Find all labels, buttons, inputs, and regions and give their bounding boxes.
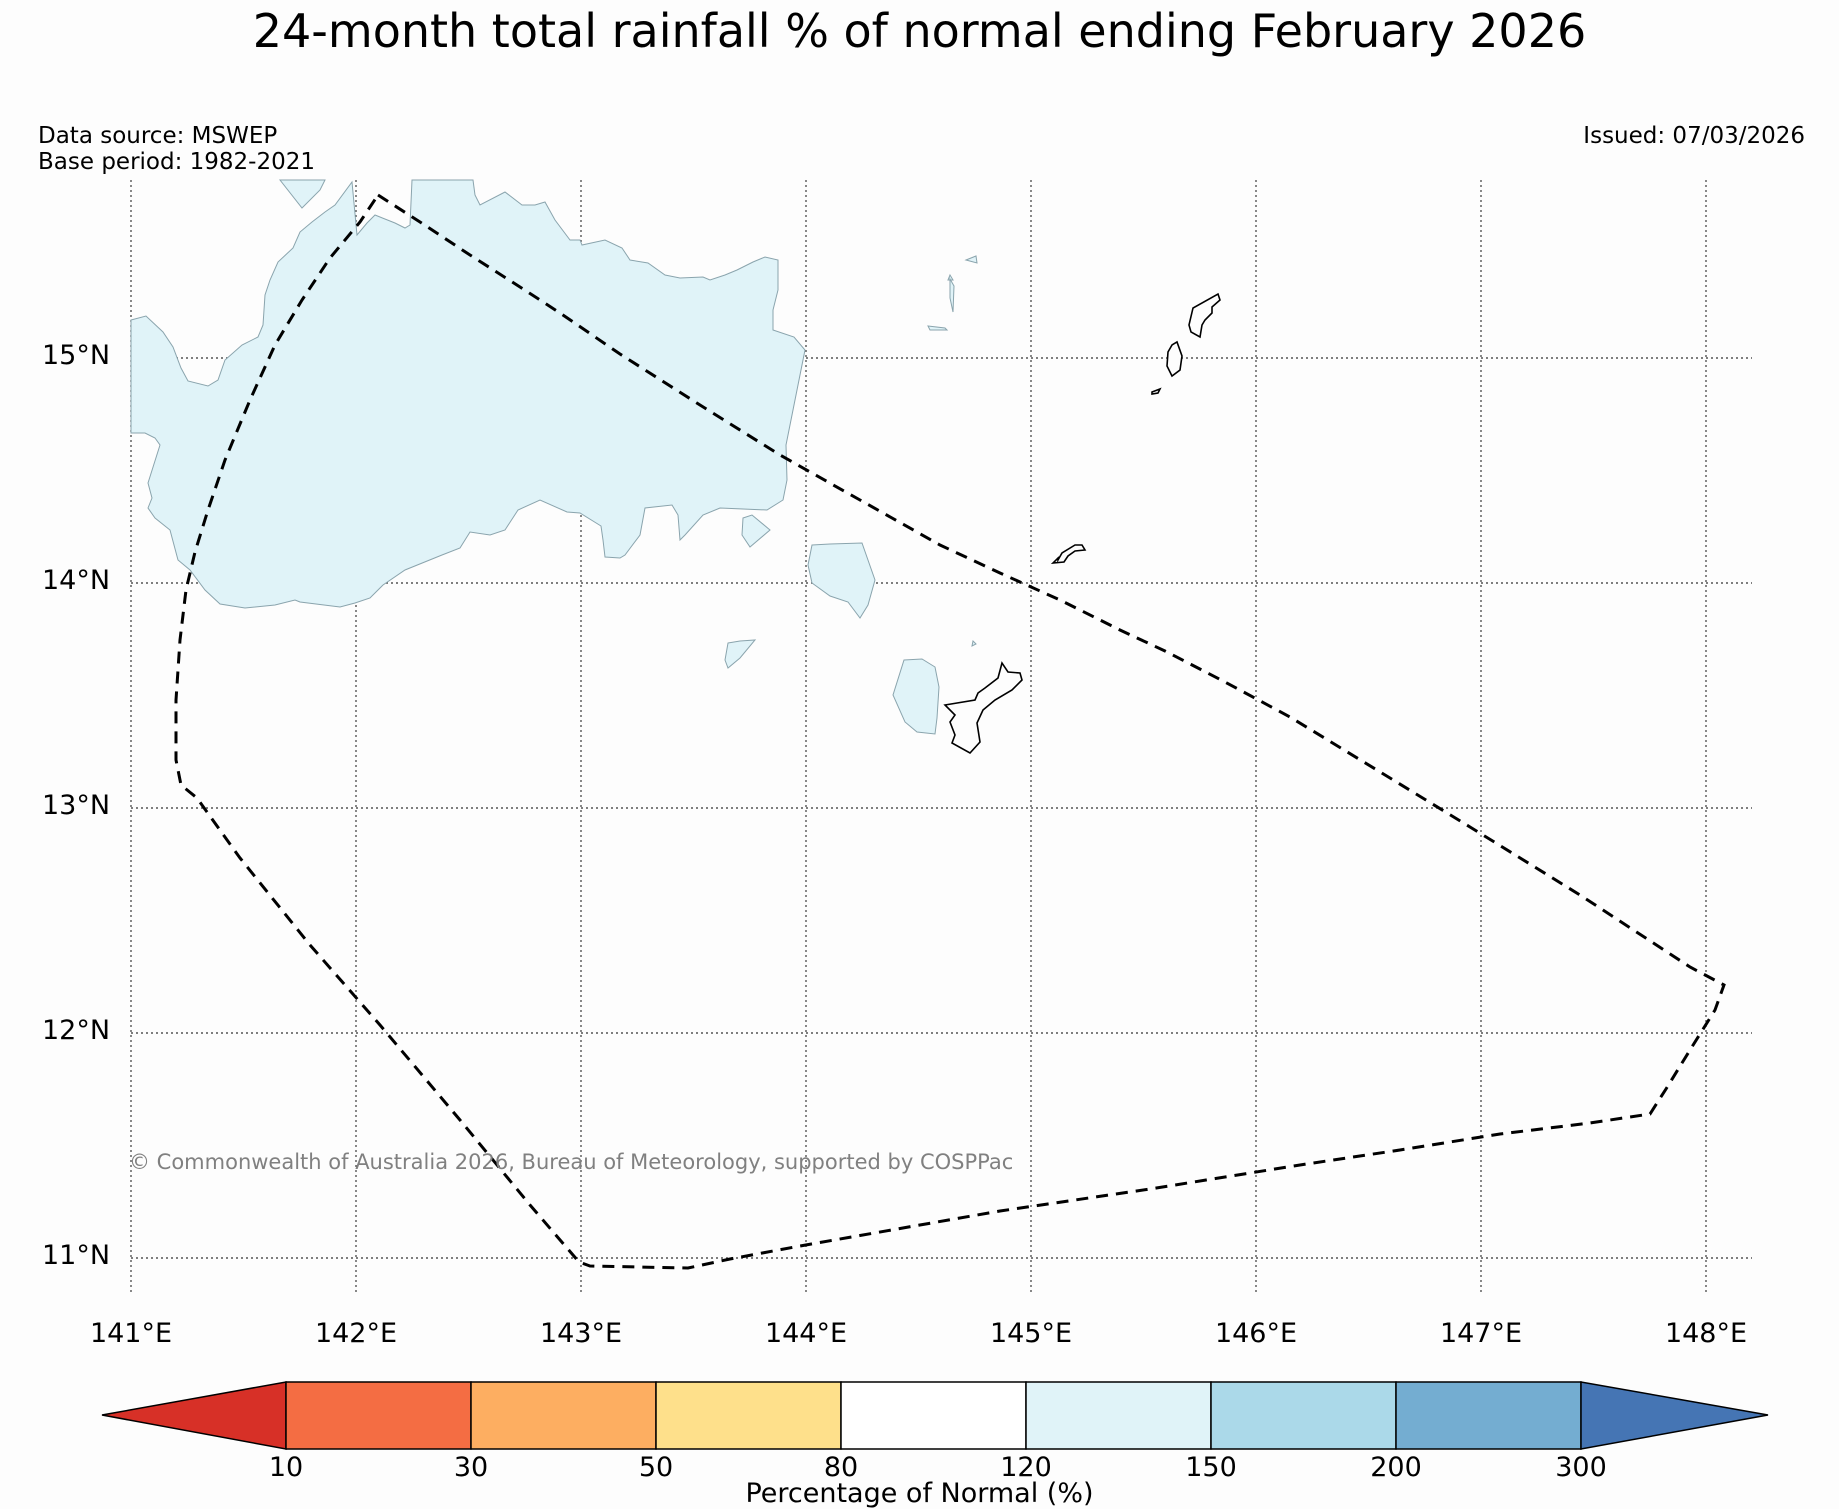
cb-tick-10: 10 xyxy=(268,1452,304,1483)
cb-tick-80: 80 xyxy=(823,1452,859,1483)
data-source: Data source: MSWEP xyxy=(38,123,278,149)
island-outlines xyxy=(943,292,1221,755)
lon-label-145: 145°E xyxy=(989,1318,1073,1349)
island-tinian xyxy=(1166,340,1183,378)
cb-tick-50: 50 xyxy=(638,1452,674,1483)
lon-label-142: 142°E xyxy=(314,1318,398,1349)
cb-tick-150: 150 xyxy=(1185,1452,1237,1483)
cb-tick-200: 200 xyxy=(1370,1452,1422,1483)
eez-boundary xyxy=(174,192,1726,1270)
rainfall-area-islet-1 xyxy=(741,514,771,548)
cb-segment-7 xyxy=(1395,1381,1582,1450)
lon-label-144: 144°E xyxy=(764,1318,848,1349)
lat-label-11: 11°N xyxy=(42,1240,111,1271)
lon-label-141: 141°E xyxy=(89,1318,173,1349)
rainfall-shading xyxy=(130,179,978,735)
rainfall-area-islet-9 xyxy=(971,639,977,647)
cb-tick-120: 120 xyxy=(1000,1452,1052,1483)
island-rota xyxy=(1050,544,1087,564)
rainfall-area-islet-7 xyxy=(949,277,955,313)
lat-label-13: 13°N xyxy=(42,790,111,821)
island-guam xyxy=(943,661,1023,755)
map-title: 24-month total rainfall % of normal endi… xyxy=(252,4,1587,58)
cb-segment-3 xyxy=(655,1381,842,1450)
copyright-notice: © Commonwealth of Australia 2026, Bureau… xyxy=(129,1150,1014,1174)
cb-tick-300: 300 xyxy=(1555,1452,1607,1483)
rainfall-area-main xyxy=(130,179,806,609)
lat-label-12: 12°N xyxy=(42,1015,111,1046)
cb-extend-low xyxy=(101,1381,287,1450)
rainfall-area-north xyxy=(278,179,326,209)
island-saipan xyxy=(1188,292,1221,339)
cb-segment-1 xyxy=(285,1381,472,1450)
rainfall-area-islet-3 xyxy=(724,639,757,669)
rainfall-area-islet-8 xyxy=(927,325,949,331)
island-aguijan xyxy=(1151,387,1162,395)
lon-label-146: 146°E xyxy=(1214,1318,1298,1349)
lat-label-15: 15°N xyxy=(42,340,111,371)
lon-label-143: 143°E xyxy=(539,1318,623,1349)
lon-label-148: 148°E xyxy=(1664,1318,1748,1349)
rainfall-area-islet-2 xyxy=(807,542,876,619)
cb-segment-4 xyxy=(840,1381,1027,1450)
cb-extend-high xyxy=(1580,1381,1769,1450)
map-metadata: Data source: MSWEP Base period: 1982-202… xyxy=(38,123,315,175)
cb-segment-6 xyxy=(1210,1381,1397,1450)
rainfall-area-islet-6 xyxy=(964,255,978,264)
lon-label-147: 147°E xyxy=(1439,1318,1523,1349)
rainfall-area-islet-4 xyxy=(892,658,940,735)
lat-label-14: 14°N xyxy=(42,565,111,596)
cb-segment-2 xyxy=(470,1381,657,1450)
cb-segment-5 xyxy=(1025,1381,1212,1450)
base-period: Base period: 1982-2021 xyxy=(38,149,316,175)
issued-date: Issued: 07/03/2026 xyxy=(1583,123,1805,149)
cb-tick-30: 30 xyxy=(453,1452,489,1483)
